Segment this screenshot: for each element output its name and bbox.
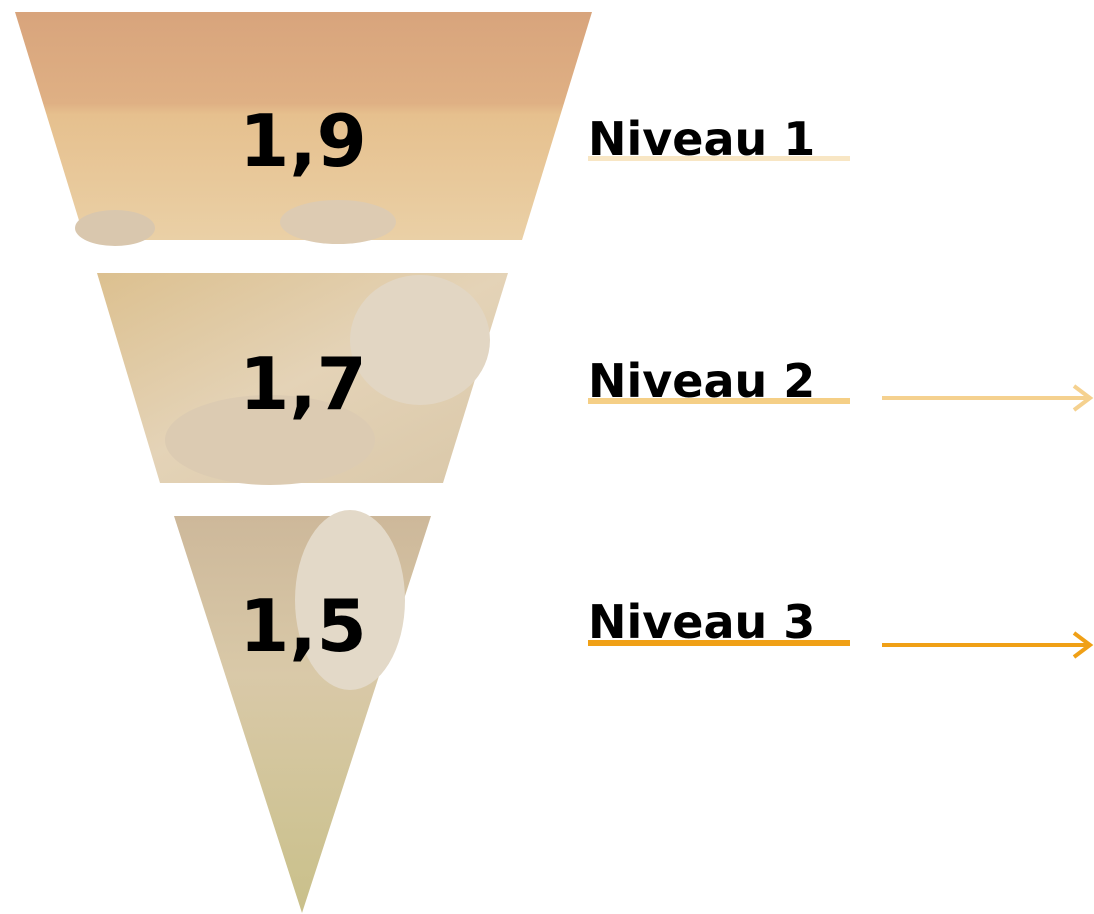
underline — [588, 156, 850, 161]
level-3: 1,5 Niveau 3 — [174, 510, 1090, 913]
sheep — [280, 200, 396, 244]
level-value: 1,5 — [239, 584, 367, 668]
underline — [588, 398, 850, 404]
level-1: 1,9 Niveau 1 — [15, 12, 850, 246]
level-value: 1,9 — [239, 99, 367, 183]
level-2: 1,7 Niveau 2 — [97, 273, 1090, 485]
underline — [588, 640, 850, 646]
sheep — [350, 275, 490, 405]
diagram: 1,9 Niveau 1 1,7 Niveau 2 1,5 Niveau 3 — [0, 0, 1094, 914]
level-value: 1,7 — [239, 342, 367, 426]
sheep — [75, 210, 155, 246]
